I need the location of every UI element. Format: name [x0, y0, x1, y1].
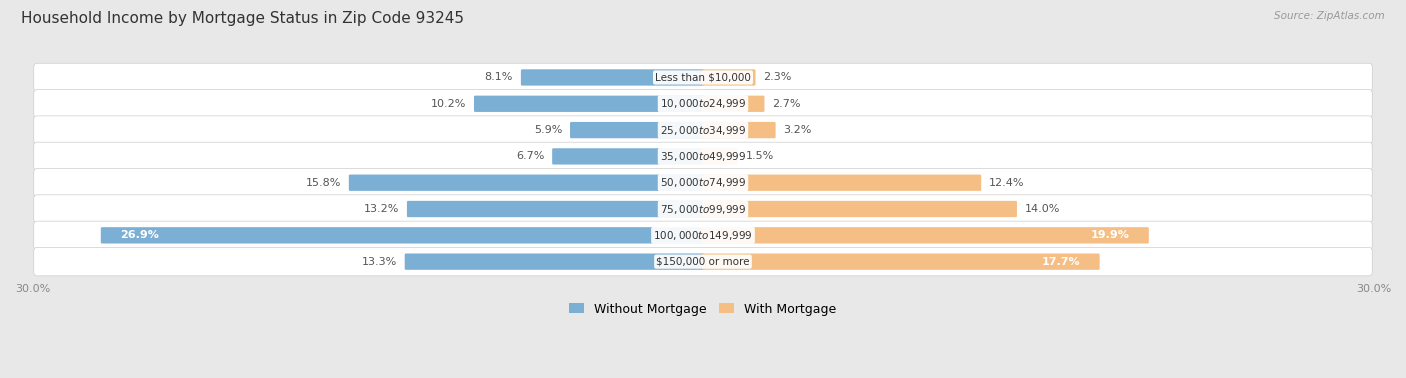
Text: 2.3%: 2.3%: [763, 73, 792, 82]
Text: 13.3%: 13.3%: [361, 257, 396, 266]
Text: 13.2%: 13.2%: [364, 204, 399, 214]
FancyBboxPatch shape: [406, 201, 704, 217]
Text: Household Income by Mortgage Status in Zip Code 93245: Household Income by Mortgage Status in Z…: [21, 11, 464, 26]
FancyBboxPatch shape: [34, 90, 1372, 118]
FancyBboxPatch shape: [553, 148, 704, 164]
FancyBboxPatch shape: [702, 96, 765, 112]
Text: $35,000 to $49,999: $35,000 to $49,999: [659, 150, 747, 163]
Text: 3.2%: 3.2%: [783, 125, 811, 135]
FancyBboxPatch shape: [34, 248, 1372, 276]
FancyBboxPatch shape: [702, 201, 1017, 217]
Legend: Without Mortgage, With Mortgage: Without Mortgage, With Mortgage: [564, 297, 842, 321]
Text: 15.8%: 15.8%: [305, 178, 342, 188]
Text: 12.4%: 12.4%: [988, 178, 1025, 188]
FancyBboxPatch shape: [34, 142, 1372, 170]
FancyBboxPatch shape: [702, 175, 981, 191]
FancyBboxPatch shape: [702, 148, 738, 164]
Text: Less than $10,000: Less than $10,000: [655, 73, 751, 82]
FancyBboxPatch shape: [34, 63, 1372, 92]
Text: $50,000 to $74,999: $50,000 to $74,999: [659, 176, 747, 189]
Text: 1.5%: 1.5%: [745, 152, 773, 161]
Text: 6.7%: 6.7%: [516, 152, 544, 161]
Text: 2.7%: 2.7%: [772, 99, 801, 109]
FancyBboxPatch shape: [349, 175, 704, 191]
FancyBboxPatch shape: [101, 227, 704, 243]
FancyBboxPatch shape: [34, 195, 1372, 223]
Text: 10.2%: 10.2%: [430, 99, 467, 109]
Text: $10,000 to $24,999: $10,000 to $24,999: [659, 97, 747, 110]
Text: 5.9%: 5.9%: [534, 125, 562, 135]
Text: $100,000 to $149,999: $100,000 to $149,999: [654, 229, 752, 242]
FancyBboxPatch shape: [520, 69, 704, 86]
FancyBboxPatch shape: [34, 169, 1372, 197]
FancyBboxPatch shape: [702, 69, 755, 86]
FancyBboxPatch shape: [569, 122, 704, 138]
Text: 14.0%: 14.0%: [1025, 204, 1060, 214]
FancyBboxPatch shape: [405, 254, 704, 270]
Text: $150,000 or more: $150,000 or more: [657, 257, 749, 266]
Text: 19.9%: 19.9%: [1091, 230, 1130, 240]
Text: 17.7%: 17.7%: [1042, 257, 1081, 266]
FancyBboxPatch shape: [34, 221, 1372, 249]
FancyBboxPatch shape: [34, 116, 1372, 144]
Text: $75,000 to $99,999: $75,000 to $99,999: [659, 203, 747, 215]
Text: Source: ZipAtlas.com: Source: ZipAtlas.com: [1274, 11, 1385, 21]
FancyBboxPatch shape: [474, 96, 704, 112]
FancyBboxPatch shape: [702, 122, 776, 138]
Text: $25,000 to $34,999: $25,000 to $34,999: [659, 124, 747, 136]
Text: 26.9%: 26.9%: [120, 230, 159, 240]
FancyBboxPatch shape: [702, 227, 1149, 243]
Text: 8.1%: 8.1%: [485, 73, 513, 82]
FancyBboxPatch shape: [702, 254, 1099, 270]
